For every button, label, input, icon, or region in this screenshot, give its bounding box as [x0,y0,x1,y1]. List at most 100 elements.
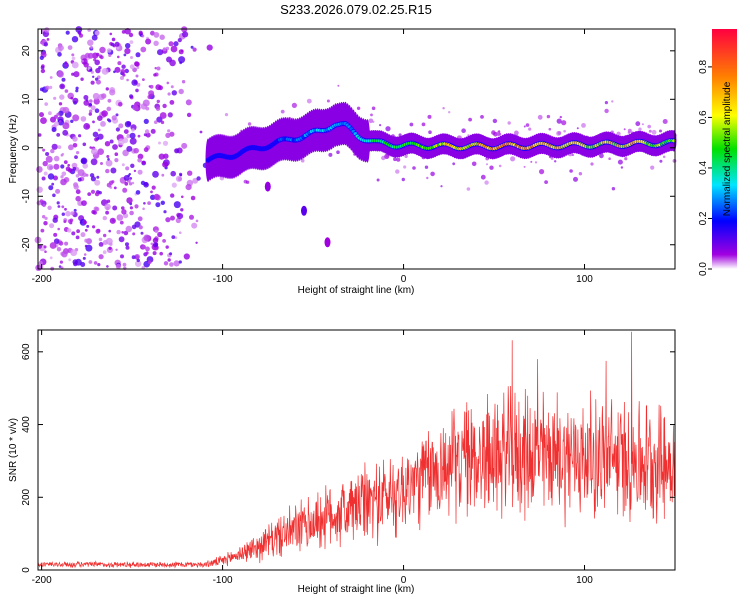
heatmap-cell [119,220,124,225]
heatmap-cell [143,147,149,153]
heatmap-cell [109,32,113,36]
heatmap-cell [73,208,77,212]
heatmap-cell [611,187,616,191]
heatmap-cell [190,195,196,201]
heatmap-cell [76,229,80,234]
heatmap-cell [167,112,173,118]
heatmap-cell [36,166,43,173]
heatmap-cell [143,202,146,205]
heatmap-cell [44,250,47,253]
heatmap-cell [563,129,566,133]
heatmap-cell [131,224,137,230]
heatmap-cell [80,116,87,122]
heatmap-cell [67,168,73,173]
heatmap-cell [124,121,132,128]
heatmap-cell [142,207,145,211]
heatmap-cell [143,182,149,188]
heatmap-cell [647,124,651,129]
heatmap-cell [145,106,150,111]
spectrogram-x-label: Height of straight line (km) [298,285,415,296]
heatmap-cell [82,163,88,169]
spectrogram-y-label: Frequency (Hz) [8,115,19,184]
heatmap-cell [561,120,567,126]
heatmap-cell [617,159,623,165]
heatmap-cell [187,170,193,176]
heatmap-cell [650,165,655,170]
heatmap-cell [62,122,70,130]
heatmap-cell [87,52,94,59]
heatmap-cell [81,59,84,63]
heatmap-cell [145,132,151,138]
heatmap-cell [427,114,432,119]
heatmap-cell [78,134,82,138]
heatmap-cell [94,137,99,142]
heatmap-cell [123,129,129,135]
heatmap-cell [98,191,102,195]
heatmap-cell [121,64,126,69]
heatmap-cell [82,256,86,260]
heatmap-cell [385,126,391,132]
heatmap-cell [133,147,139,154]
heatmap-cell [196,176,201,181]
heatmap-cell [324,237,331,248]
heatmap-cell [171,235,176,240]
heatmap-cell [163,210,167,214]
heatmap-cell [92,225,96,229]
heatmap-cell [158,141,161,145]
heatmap-cell [87,192,92,197]
y-tick-label: 0 [21,567,32,573]
heatmap-cell [115,263,121,269]
heatmap-cell [537,114,543,120]
heatmap-cell [143,234,150,242]
heatmap-cell [182,31,189,38]
heatmap-cell [126,133,131,139]
heatmap-cell [153,32,160,38]
heatmap-cell [559,115,562,119]
heatmap-cell [37,133,42,137]
heatmap-cell [190,45,194,49]
heatmap-cell [42,203,46,208]
heatmap-cell [136,66,140,69]
heatmap-cell [92,52,99,59]
heatmap-cell [189,214,194,220]
heatmap-cell [104,141,111,147]
heatmap-cell [145,251,149,255]
heatmap-cell [110,167,117,174]
heatmap-cell [421,122,426,127]
heatmap-cell [534,161,538,164]
heatmap-cell [118,236,125,243]
heatmap-cell [109,217,116,224]
heatmap-cell [43,221,48,226]
heatmap-cell [60,178,67,186]
heatmap-cell [280,109,285,114]
heatmap-cell [376,178,380,182]
heatmap-cell [379,124,382,127]
heatmap-cell [337,84,340,87]
heatmap-cell [67,228,72,233]
heatmap-cell [116,229,121,235]
heatmap-cell [73,71,80,78]
heatmap-cell [67,45,73,50]
heatmap-cell [84,228,88,232]
heatmap-cell [99,46,106,54]
heatmap-cell [163,261,169,266]
heatmap-cell [102,250,107,255]
heatmap-cell [75,89,79,93]
colorbar: 0.0 0.2 0.4 0.6 0.8 Normalized spectral ampl… [698,29,737,276]
heatmap-cell [159,34,165,40]
heatmap-cell [155,84,162,91]
heatmap-cell [442,107,445,110]
heatmap-cell [466,187,471,191]
heatmap-cell [96,79,101,85]
heatmap-cell [52,193,56,198]
x-tick-label: 0 [401,274,407,285]
heatmap-cell [152,170,159,178]
heatmap-cell [155,202,161,208]
heatmap-cell [106,265,109,268]
heatmap-cell [72,136,78,142]
x-tick-label: 100 [576,575,593,586]
heatmap-cell [60,175,64,179]
heatmap-cell [169,59,176,67]
heatmap-cell [107,158,110,161]
heatmap-cell [641,123,644,126]
